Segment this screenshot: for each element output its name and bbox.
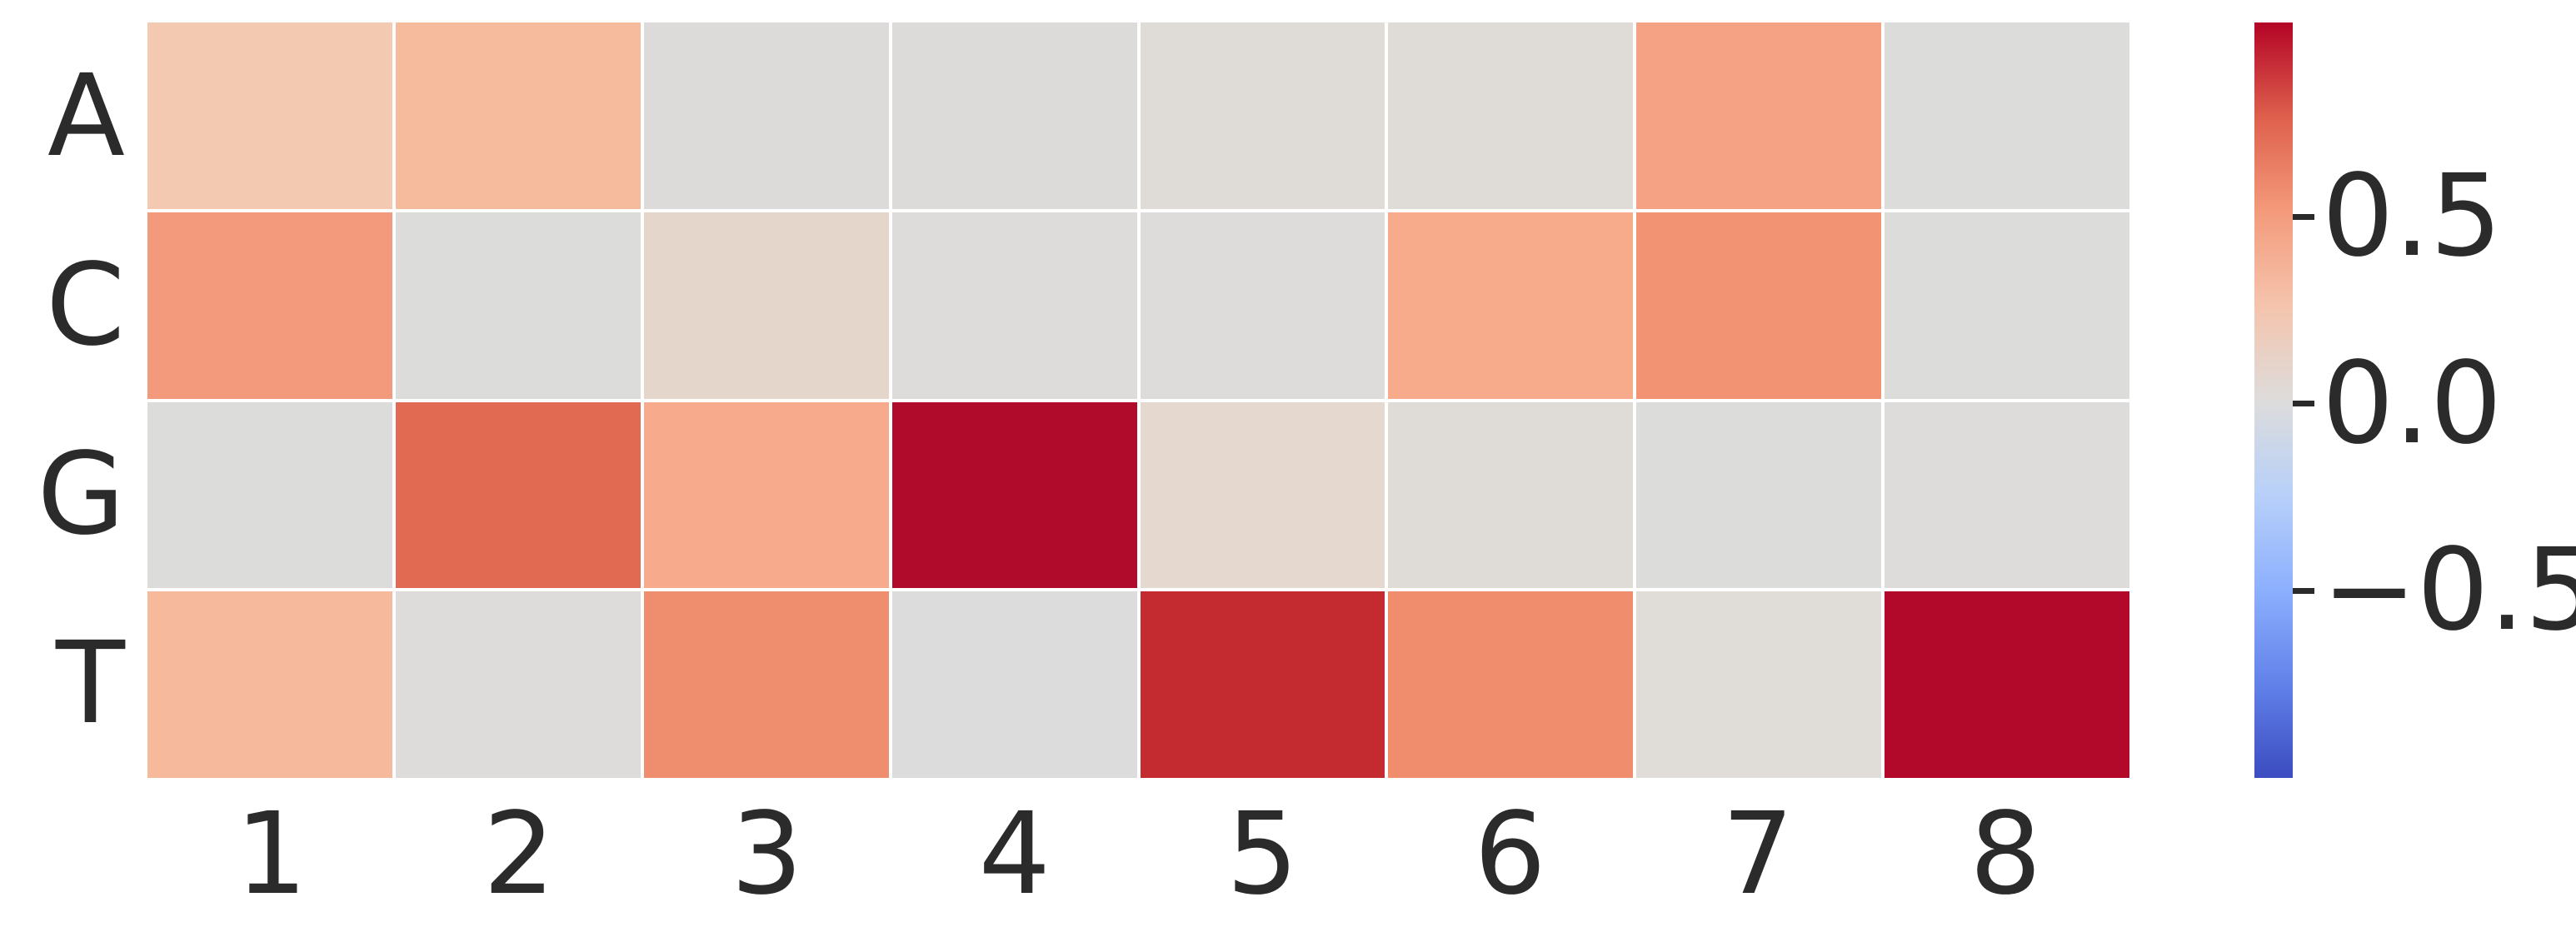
heatmap-cell: 0.04	[1140, 22, 1385, 209]
col-label: 6	[1474, 789, 1546, 920]
heatmap-cell: 0.45	[1388, 212, 1634, 399]
heatmap-cell: 0.01	[1636, 401, 1882, 589]
heatmap-cell: 0.02	[891, 212, 1137, 399]
heatmap-cell: 0.01	[147, 401, 392, 589]
col-label: 7	[1721, 789, 1795, 920]
row-label: A	[47, 51, 125, 183]
row-label: C	[46, 240, 125, 372]
heatmap-cell: 0.02	[1885, 401, 2129, 589]
heatmap-cell: 0.36	[395, 22, 641, 209]
colorbar-tick-label: 0.0	[2322, 337, 2503, 470]
heatmap-cell: 0.01	[891, 22, 1137, 209]
heatmap-cell: 0.01	[395, 591, 641, 778]
colorbar-tick-mark	[2293, 587, 2314, 594]
heatmap-cell: 0.52	[1636, 22, 1882, 209]
heatmap-cell: 0.01	[891, 591, 1137, 778]
heatmap-cell: 0.9	[1140, 591, 1385, 778]
heatmap-cell: 0.14	[1140, 401, 1385, 589]
heatmap-cell: 0.74	[395, 401, 641, 589]
heatmap-cell: 0.04	[1388, 22, 1634, 209]
heatmap-grid: 0.260.360.010.010.040.040.520.010.530.01…	[147, 22, 2129, 778]
col-label: 8	[1969, 789, 2042, 920]
heatmap-cell: 0.53	[147, 212, 392, 399]
row-label: T	[55, 617, 125, 750]
heatmap-cell: 0.13	[643, 212, 889, 399]
heatmap-cell: 0.26	[147, 22, 392, 209]
colorbar-gradient	[2254, 22, 2293, 778]
heatmap-cell: 1.02	[1885, 591, 2129, 778]
heatmap-cell: 0.05	[1636, 591, 1882, 778]
heatmap-cell: 0.01	[1885, 22, 2129, 209]
heatmap-cell: 0.02	[1140, 212, 1385, 399]
row-label: G	[37, 428, 125, 561]
heatmap-cell: 0.01	[643, 22, 889, 209]
colorbar-tick-mark	[2293, 213, 2314, 220]
col-label: 3	[731, 789, 803, 920]
heatmap-cell: 0.57	[1388, 591, 1634, 778]
heatmap-cell: 1	[891, 401, 1137, 589]
heatmap-cell: 0.04	[1388, 401, 1634, 589]
colorbar-tick-mark	[2293, 401, 2314, 407]
heatmap-cell: 0.57	[643, 591, 889, 778]
col-label: 2	[482, 789, 556, 920]
col-label: 5	[1226, 789, 1299, 920]
colorbar-tick-label: 0.5	[2322, 151, 2503, 283]
heatmap-cell: 0.55	[1636, 212, 1882, 399]
col-label: 4	[978, 789, 1051, 920]
heatmap-cell: 0.01	[395, 212, 641, 399]
heatmap-cell: 0.45	[643, 401, 889, 589]
colorbar-tick-label: −0.5	[2322, 525, 2576, 657]
col-label: 1	[235, 789, 307, 920]
heatmap-cell: 0.37	[147, 591, 392, 778]
heatmap-cell: 0.01	[1885, 212, 2129, 399]
